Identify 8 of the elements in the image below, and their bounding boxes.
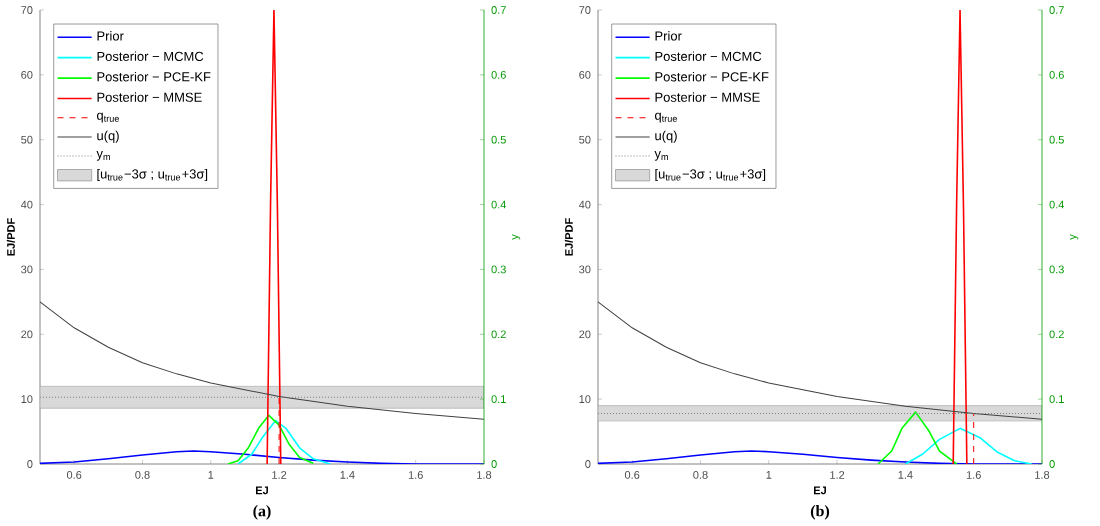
- text: (a): [253, 505, 271, 520]
- line-series: [40, 301, 484, 420]
- line-series: [237, 419, 332, 464]
- line-series: [877, 411, 958, 464]
- text: (b): [810, 505, 830, 520]
- line-series: [227, 414, 315, 464]
- line-series: [904, 427, 1033, 464]
- line-series: [598, 301, 1042, 420]
